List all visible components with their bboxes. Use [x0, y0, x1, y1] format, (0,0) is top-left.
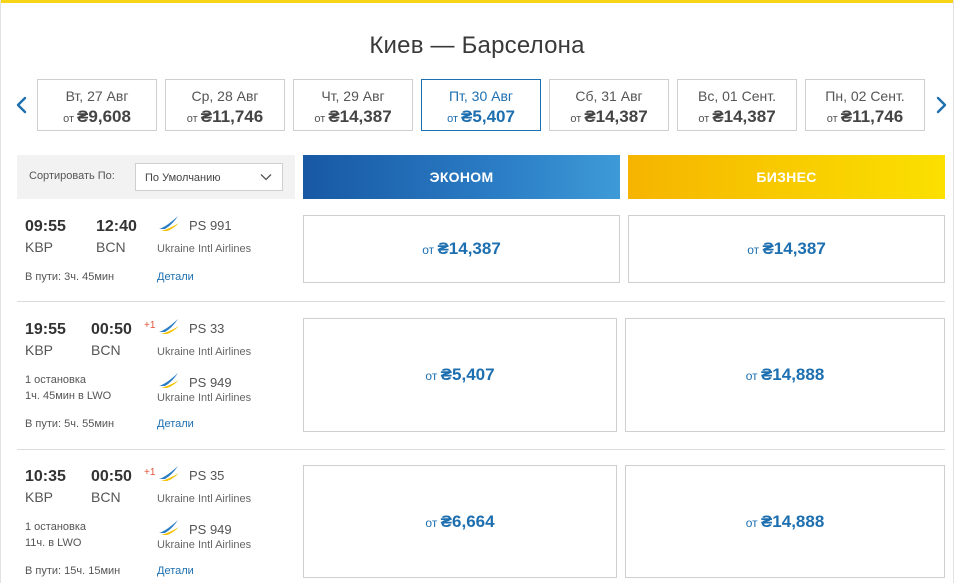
prev-dates-button[interactable] [14, 94, 30, 116]
departure-airport: KBP [25, 489, 54, 505]
layover-info: 11ч. в LWO [25, 537, 82, 549]
date-label: Ср, 28 Авг [191, 88, 259, 104]
economy-fare-price: от ₴6,664 [425, 511, 495, 531]
airline-name: Ukraine Intl Airlines [157, 346, 252, 358]
economy-fare-button[interactable]: от ₴14,387 [303, 215, 620, 283]
date-price: от ₴14,387 [570, 107, 648, 126]
business-fare-button[interactable]: от ₴14,888 [625, 318, 945, 432]
page-border-left [0, 0, 1, 583]
uia-logo-icon [159, 466, 179, 481]
date-label: Вт, 27 Авг [65, 88, 129, 104]
airline-name: Ukraine Intl Airlines [157, 392, 252, 404]
arrival-airport: BCN [91, 342, 121, 358]
date-price: от ₴14,387 [314, 107, 392, 126]
chevron-down-icon [260, 174, 272, 181]
business-fare-button[interactable]: от ₴14,888 [625, 465, 945, 578]
flight-number: PS 949 [189, 375, 232, 390]
next-day-indicator: +1 [144, 467, 156, 478]
chevron-left-icon [16, 96, 27, 114]
business-fare-price: от ₴14,888 [745, 365, 825, 384]
date-label: Чт, 29 Авг [321, 88, 385, 104]
airline-name: Ukraine Intl Airlines [157, 539, 252, 551]
sort-label: Сортировать По: [29, 170, 115, 182]
date-option-2[interactable]: Чт, 29 Авг от ₴14,387 [293, 79, 413, 131]
airline-name: Ukraine Intl Airlines [157, 243, 252, 255]
economy-fare-price: от ₴5,407 [425, 365, 495, 384]
chevron-right-icon [936, 96, 947, 114]
date-option-6[interactable]: Пн, 02 Сент. от ₴11,746 [805, 79, 925, 131]
economy-fare-button[interactable]: от ₴6,664 [303, 465, 617, 578]
date-label: Сб, 31 Авг [575, 88, 643, 104]
row-divider [17, 301, 945, 302]
economy-class-header: ЭКОНОМ [303, 155, 620, 199]
sort-select[interactable]: По Умолчанию [135, 163, 283, 191]
airline-name: Ukraine Intl Airlines [157, 493, 252, 505]
date-price: от ₴11,746 [826, 107, 904, 126]
arrival-airport: BCN [91, 489, 121, 505]
departure-time: 10:35 [25, 468, 66, 485]
route-title: Киев — Барселона [369, 32, 585, 59]
flight-number: PS 33 [189, 321, 225, 336]
date-price: от ₴11,746 [186, 107, 264, 126]
economy-fare-button[interactable]: от ₴5,407 [303, 318, 617, 432]
date-option-4[interactable]: Сб, 31 Авг от ₴14,387 [549, 79, 669, 131]
details-link[interactable]: Детали [157, 271, 194, 283]
date-label: Пт, 30 Авг [448, 88, 514, 104]
departure-time: 09:55 [25, 218, 66, 235]
arrival-time: 12:40 [96, 218, 137, 235]
business-class-header: БИЗНЕС [628, 155, 945, 199]
departure-airport: KBP [25, 342, 54, 358]
details-link[interactable]: Детали [157, 418, 194, 430]
date-option-0[interactable]: Вт, 27 Авг от ₴9,608 [37, 79, 157, 131]
business-fare-button[interactable]: от ₴14,387 [628, 215, 945, 283]
flight-number: PS 35 [189, 468, 225, 483]
uia-logo-icon [159, 373, 179, 388]
arrival-time: 00:50 [91, 321, 132, 338]
date-label: Вс, 01 Сент. [698, 88, 776, 104]
next-dates-button[interactable] [933, 94, 949, 116]
business-fare-price: от ₴14,387 [747, 239, 826, 258]
sort-panel: Сортировать По: По Умолчанию [17, 155, 295, 199]
business-fare-price: от ₴14,888 [745, 511, 825, 531]
uia-logo-icon [159, 216, 179, 231]
date-price: от ₴9,608 [63, 107, 131, 126]
layover-info: 1ч. 45мин в LWO [25, 390, 112, 402]
date-price: от ₴5,407 [447, 107, 515, 126]
date-option-5[interactable]: Вс, 01 Сент. от ₴14,387 [677, 79, 797, 131]
stops-count: 1 остановка [25, 521, 87, 533]
stops-count: 1 остановка [25, 374, 87, 386]
date-option-1[interactable]: Ср, 28 Авг от ₴11,746 [165, 79, 285, 131]
uia-logo-icon [159, 520, 179, 535]
row-divider [17, 449, 945, 450]
travel-duration: В пути: 5ч. 55мин [25, 418, 115, 430]
next-day-indicator: +1 [144, 320, 156, 331]
flight-number: PS 991 [189, 218, 232, 233]
travel-duration: В пути: 3ч. 45мин [25, 271, 115, 283]
departure-airport: KBP [25, 239, 54, 255]
departure-time: 19:55 [25, 321, 66, 338]
details-link[interactable]: Детали [157, 565, 194, 577]
date-label: Пн, 02 Сент. [825, 88, 905, 104]
top-accent-bar [0, 0, 954, 3]
arrival-time: 00:50 [91, 468, 132, 485]
sort-value: По Умолчанию [145, 172, 221, 184]
date-price: от ₴14,387 [698, 107, 776, 126]
travel-duration: В пути: 15ч. 15мин [25, 565, 121, 577]
arrival-airport: BCN [96, 239, 126, 255]
flight-number: PS 949 [189, 522, 232, 537]
date-option-selected[interactable]: Пт, 30 Авг от ₴5,407 [421, 79, 541, 131]
economy-fare-price: от ₴14,387 [422, 239, 501, 258]
uia-logo-icon [159, 319, 179, 334]
